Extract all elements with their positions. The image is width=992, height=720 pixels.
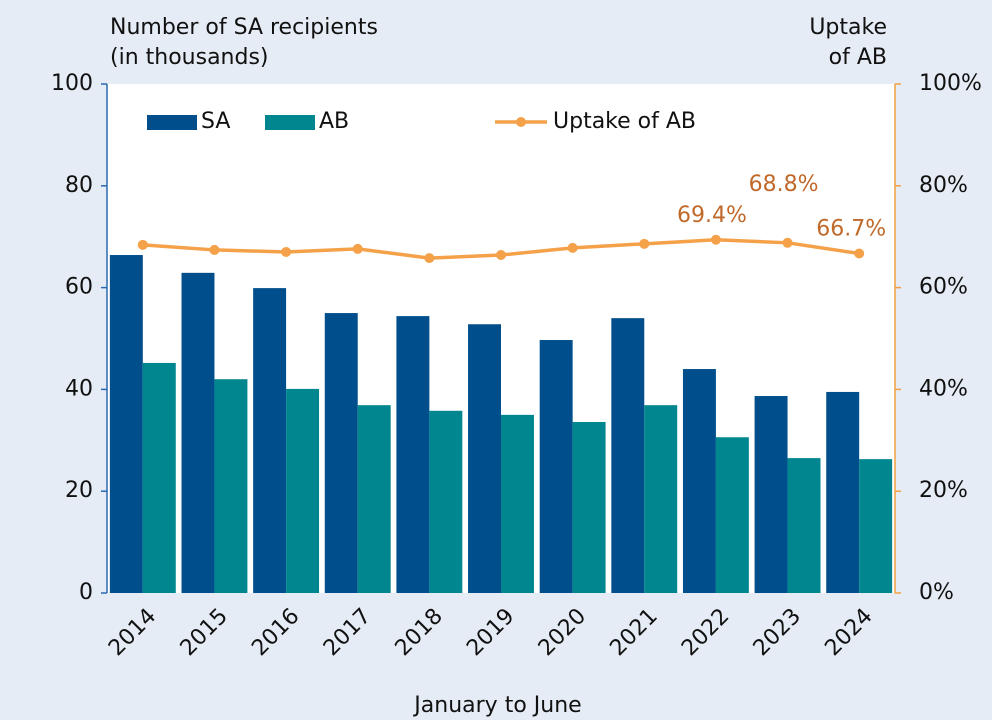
y2-tick-label: 0% [919, 580, 954, 605]
line-point [209, 244, 220, 255]
line-point [854, 248, 865, 259]
bar [572, 421, 606, 593]
y2-tick-label: 80% [919, 173, 968, 198]
bar [611, 318, 645, 593]
bar [109, 255, 143, 594]
bar [787, 458, 821, 593]
bar [539, 340, 573, 593]
x-axis-title: January to June [412, 693, 581, 718]
legend-label: SA [201, 109, 230, 134]
line-point [281, 246, 292, 257]
line-point [137, 239, 148, 250]
bar [357, 405, 391, 593]
bar [715, 437, 749, 593]
y2-tick-label: 40% [919, 376, 968, 401]
bar [396, 316, 430, 593]
y2-tick-label: 60% [919, 275, 968, 300]
y-tick-label: 0 [79, 580, 93, 605]
bar [286, 388, 320, 593]
bar [754, 396, 788, 593]
bar [826, 391, 860, 593]
y-tick-label: 40 [65, 376, 93, 401]
bar [501, 414, 534, 593]
line-point [496, 250, 506, 261]
legend-swatch [516, 117, 526, 127]
bar [253, 288, 287, 593]
bar [859, 459, 893, 593]
bar [324, 313, 358, 593]
bar [429, 410, 463, 593]
line-point [352, 243, 363, 254]
legend-swatch [147, 115, 197, 130]
y-axis-title: Number of SA recipients [110, 15, 378, 40]
line-point [639, 238, 650, 249]
data-label: 68.8% [749, 172, 819, 197]
data-label: 66.7% [816, 216, 886, 241]
legend-label: Uptake of AB [553, 109, 696, 134]
y-tick-label: 100 [51, 71, 93, 96]
bar [682, 369, 716, 593]
line-point [782, 237, 793, 248]
y-tick-label: 60 [65, 275, 93, 300]
bar [214, 379, 248, 593]
bar [468, 324, 501, 593]
line-point [567, 242, 578, 253]
y2-axis-title: of AB [829, 45, 887, 70]
y-tick-label: 80 [65, 173, 93, 198]
y2-tick-label: 100% [919, 71, 982, 96]
y2-axis-title: Uptake [809, 15, 887, 40]
bar [142, 362, 176, 593]
line-point [424, 253, 435, 264]
bar [181, 272, 215, 593]
y-axis-title: (in thousands) [110, 45, 269, 70]
y-tick-label: 20 [65, 478, 93, 503]
legend-label: AB [319, 109, 349, 134]
y2-tick-label: 20% [919, 478, 968, 503]
line-point [710, 234, 721, 245]
data-label: 69.4% [677, 203, 747, 228]
legend-swatch [265, 115, 315, 130]
bar [644, 405, 678, 593]
